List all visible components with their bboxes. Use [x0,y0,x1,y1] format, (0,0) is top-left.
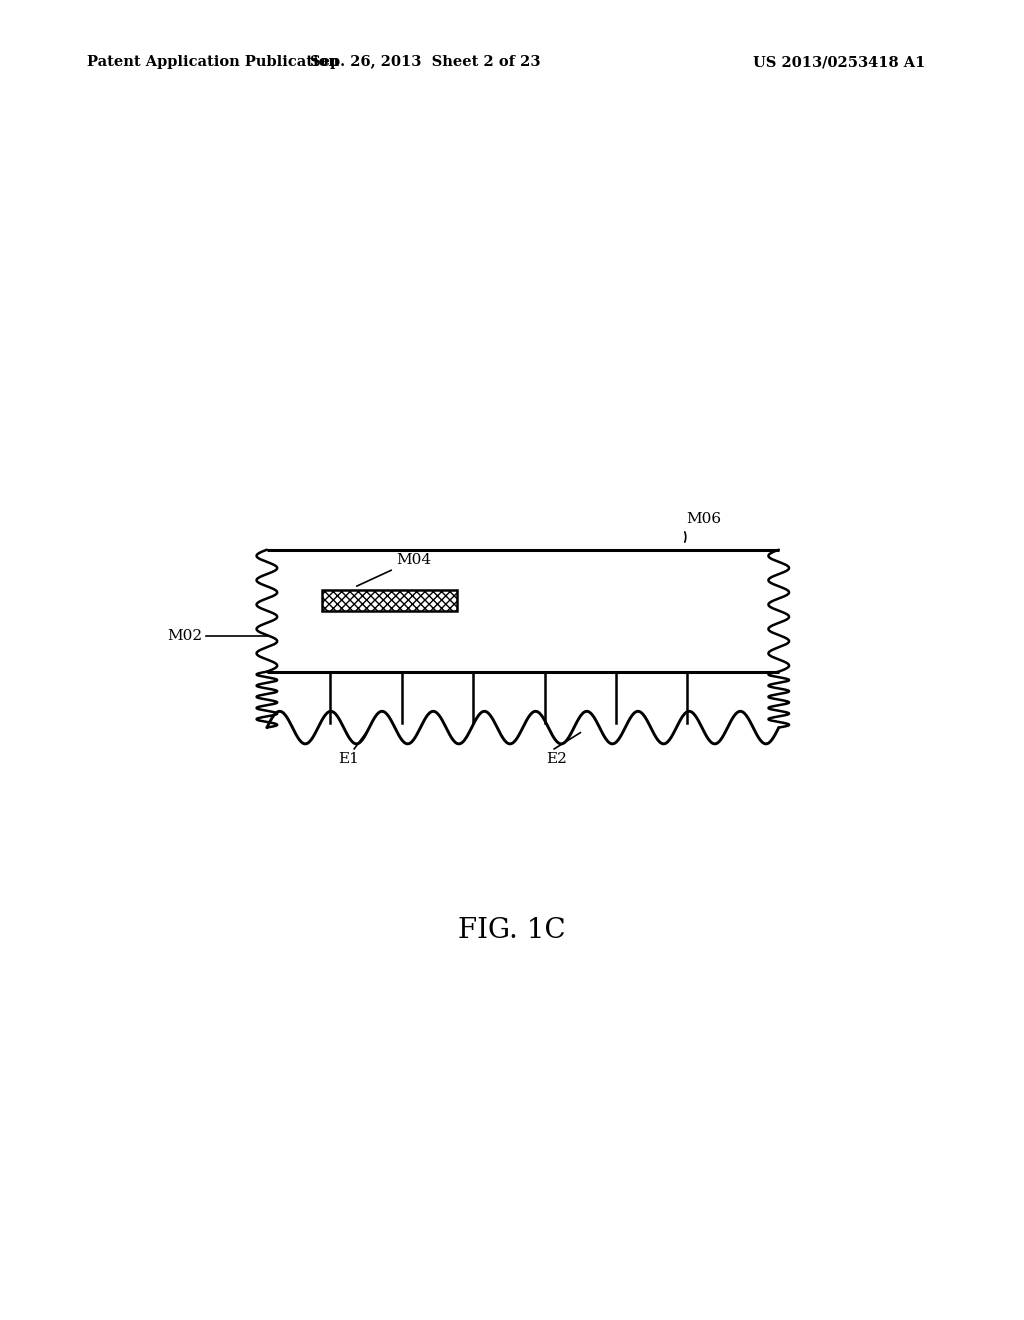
Text: E2: E2 [546,752,567,766]
Text: M02: M02 [168,630,203,643]
Text: Sep. 26, 2013  Sheet 2 of 23: Sep. 26, 2013 Sheet 2 of 23 [309,55,541,70]
Text: M04: M04 [396,553,431,568]
Text: E1: E1 [338,752,359,766]
Text: Patent Application Publication: Patent Application Publication [87,55,339,70]
Bar [323,590,458,611]
Text: M06: M06 [686,512,721,527]
Bar [323,590,458,611]
Text: US 2013/0253418 A1: US 2013/0253418 A1 [753,55,925,70]
Text: FIG. 1C: FIG. 1C [458,917,566,944]
